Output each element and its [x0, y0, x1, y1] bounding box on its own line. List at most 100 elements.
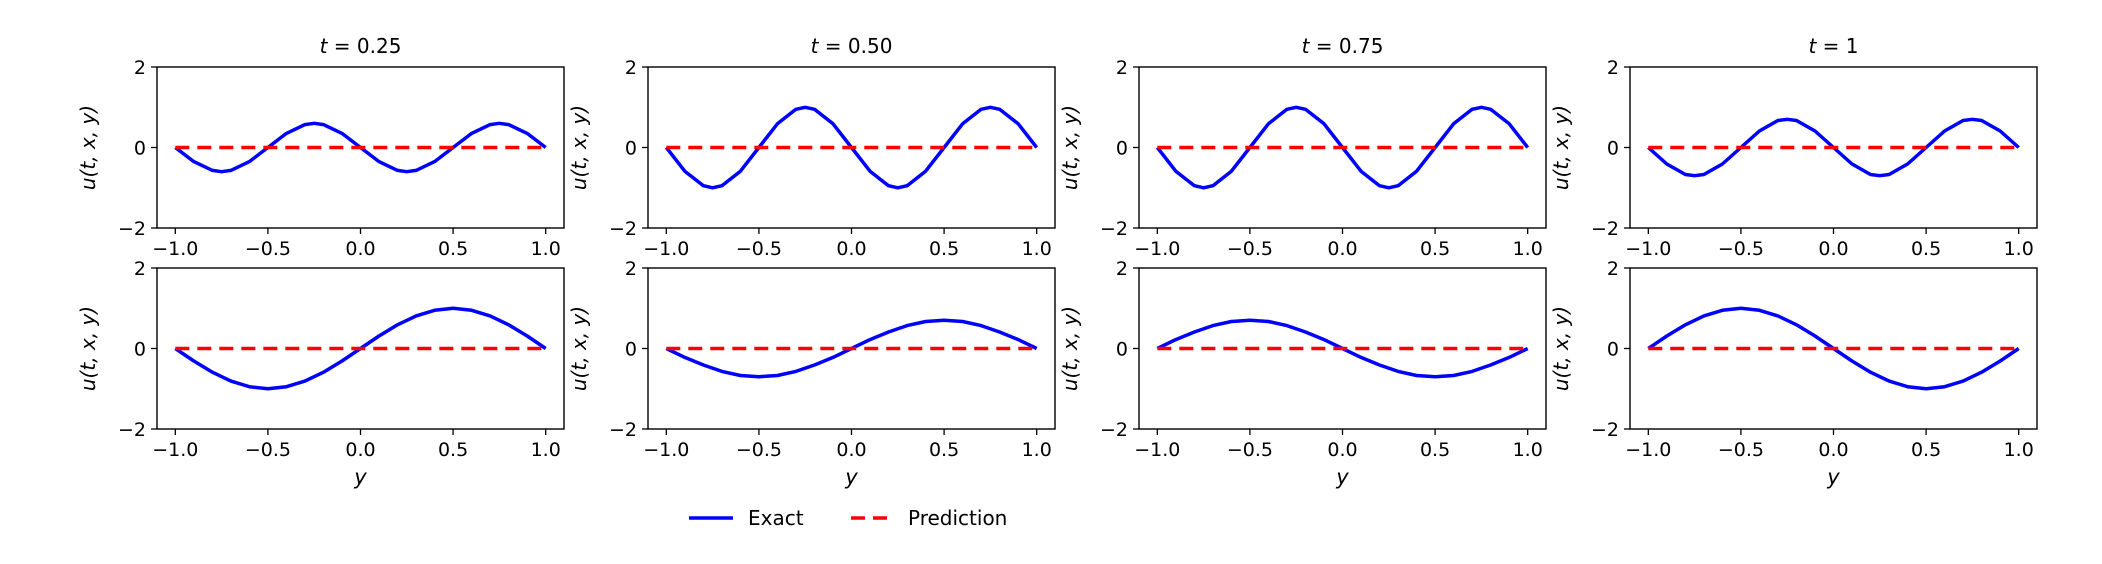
y-tick-label: 2	[625, 258, 637, 280]
x-tick-label: −0.5	[245, 439, 291, 461]
y-tick-label: 0	[1607, 339, 1619, 361]
y-axis-label: u(t, x, y)	[1549, 306, 1573, 391]
y-axis-label: u(t, x, y)	[76, 306, 100, 391]
subplot-title: t = 0.25	[320, 34, 402, 58]
x-tick-label: −0.5	[1227, 238, 1273, 260]
x-tick-label: 0.0	[345, 238, 375, 260]
y-tick-label: 2	[134, 258, 146, 280]
title-value: 0.50	[848, 34, 893, 58]
subplot: −1.0 −0.5 0.0 0.5 1.0 −2 0 2 u(t, x, y) t = 1	[1549, 34, 2038, 260]
x-tick-label: −0.5	[736, 439, 782, 461]
x-tick-label: 0.5	[929, 238, 959, 260]
y-tick-label: 0	[134, 339, 146, 361]
subplot: −1.0 −0.5 0.0 0.5 1.0 −2 0 2 u(t, x, y) y	[1549, 258, 2038, 489]
x-tick-label: 0.5	[1911, 439, 1941, 461]
x-tick-label: 0.5	[1420, 238, 1450, 260]
x-tick-label: −1.0	[152, 439, 198, 461]
x-tick-label: 0.0	[345, 439, 375, 461]
legend-label-prediction: Prediction	[908, 506, 1007, 530]
y-tick-label: −2	[609, 419, 637, 441]
x-tick-label: 0.5	[1911, 238, 1941, 260]
x-tick-label: −1.0	[1134, 439, 1180, 461]
y-tick-label: 2	[1116, 258, 1128, 280]
y-tick-label: 0	[625, 138, 637, 160]
y-tick-label: 2	[625, 57, 637, 79]
x-tick-label: 1.0	[1022, 439, 1052, 461]
x-tick-label: 0.0	[1818, 439, 1848, 461]
subplot-title: t = 0.50	[811, 34, 893, 58]
x-tick-label: 1.0	[2004, 439, 2034, 461]
title-variable: t	[811, 34, 820, 58]
x-axis-label: y	[1826, 465, 1840, 489]
legend-label-exact: Exact	[748, 506, 804, 530]
x-tick-label: −1.0	[1625, 238, 1671, 260]
subplot: −1.0 −0.5 0.0 0.5 1.0 −2 0 2 u(t, x, y) t = 0.25	[76, 34, 565, 260]
y-tick-label: 2	[1116, 57, 1128, 79]
y-tick-label: 0	[134, 138, 146, 160]
x-axis-label: y	[1335, 465, 1349, 489]
y-tick-label: 0	[1607, 138, 1619, 160]
x-tick-label: −1.0	[643, 238, 689, 260]
x-axis-label: y	[844, 465, 858, 489]
title-variable: t	[1302, 34, 1311, 58]
x-tick-label: 1.0	[2004, 238, 2034, 260]
y-axis-label: u(t, x, y)	[567, 105, 591, 190]
y-tick-label: 0	[625, 339, 637, 361]
x-tick-label: 1.0	[531, 439, 561, 461]
y-tick-label: 2	[1607, 258, 1619, 280]
subplot-title: t = 0.75	[1302, 34, 1384, 58]
x-tick-label: −0.5	[1227, 439, 1273, 461]
y-tick-label: 0	[1116, 339, 1128, 361]
x-tick-label: −1.0	[1134, 238, 1180, 260]
y-tick-label: −2	[118, 218, 146, 240]
x-tick-label: −0.5	[245, 238, 291, 260]
title-equals: =	[1816, 34, 1845, 58]
subplot: −1.0 −0.5 0.0 0.5 1.0 −2 0 2 u(t, x, y) y	[1058, 258, 1547, 489]
x-tick-label: 0.5	[438, 439, 468, 461]
title-value: 0.75	[1339, 34, 1384, 58]
y-axis-label: u(t, x, y)	[76, 105, 100, 190]
x-tick-label: −1.0	[1625, 439, 1671, 461]
x-tick-label: −1.0	[152, 238, 198, 260]
x-tick-label: 0.5	[1420, 439, 1450, 461]
title-value: 0.25	[357, 34, 402, 58]
x-tick-label: 0.0	[836, 439, 866, 461]
x-tick-label: 0.5	[438, 238, 468, 260]
x-tick-label: −0.5	[1718, 238, 1764, 260]
y-tick-label: −2	[1100, 419, 1128, 441]
subplot: −1.0 −0.5 0.0 0.5 1.0 −2 0 2 u(t, x, y) t = 0.75	[1058, 34, 1547, 260]
subplot-title: t = 1	[1808, 34, 1858, 58]
x-tick-label: −0.5	[736, 238, 782, 260]
title-equals: =	[818, 34, 847, 58]
title-variable: t	[1808, 34, 1817, 58]
x-tick-label: 0.0	[836, 238, 866, 260]
x-tick-label: 0.0	[1327, 238, 1357, 260]
title-equals: =	[1309, 34, 1338, 58]
x-tick-label: −1.0	[643, 439, 689, 461]
subplot: −1.0 −0.5 0.0 0.5 1.0 −2 0 2 u(t, x, y) t = 0.50	[567, 34, 1056, 260]
y-tick-label: −2	[118, 419, 146, 441]
subplot: −1.0 −0.5 0.0 0.5 1.0 −2 0 2 u(t, x, y) y	[567, 258, 1056, 489]
x-tick-label: 1.0	[531, 238, 561, 260]
y-tick-label: 2	[134, 57, 146, 79]
x-axis-label: y	[353, 465, 367, 489]
legend: Exact Prediction	[689, 506, 1007, 530]
y-tick-label: −2	[1100, 218, 1128, 240]
y-tick-label: −2	[1591, 218, 1619, 240]
x-tick-label: 0.0	[1327, 439, 1357, 461]
y-axis-label: u(t, x, y)	[1058, 306, 1082, 391]
x-tick-label: 0.5	[929, 439, 959, 461]
y-tick-label: −2	[1591, 419, 1619, 441]
subplot: −1.0 −0.5 0.0 0.5 1.0 −2 0 2 u(t, x, y) y	[76, 258, 565, 489]
title-equals: =	[327, 34, 356, 58]
y-tick-label: −2	[609, 218, 637, 240]
y-axis-label: u(t, x, y)	[1058, 105, 1082, 190]
y-axis-label: u(t, x, y)	[1549, 105, 1573, 190]
y-tick-label: 0	[1116, 138, 1128, 160]
x-tick-label: 0.0	[1818, 238, 1848, 260]
y-axis-label: u(t, x, y)	[567, 306, 591, 391]
x-tick-label: 1.0	[1022, 238, 1052, 260]
title-value: 1	[1846, 34, 1859, 58]
x-tick-label: −0.5	[1718, 439, 1764, 461]
